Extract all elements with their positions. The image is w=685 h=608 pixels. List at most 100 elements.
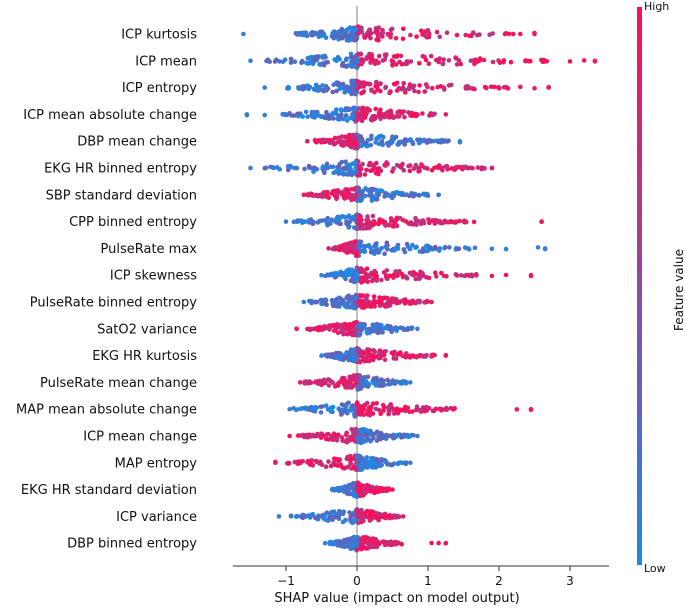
shap-point	[389, 26, 395, 32]
shap-point	[463, 32, 469, 38]
shap-point	[432, 165, 437, 171]
feature-row-points	[301, 292, 434, 311]
shap-point	[422, 89, 428, 94]
shap-point	[369, 516, 375, 521]
shap-point	[329, 297, 335, 303]
shap-point	[374, 79, 379, 85]
shap-point	[359, 30, 365, 35]
feature-label: ICP kurtosis	[121, 28, 197, 43]
shap-point	[392, 81, 398, 87]
shap-point	[395, 246, 401, 251]
shap-point	[353, 272, 358, 277]
shap-point	[454, 32, 460, 38]
shap-point	[443, 164, 449, 169]
shap-point	[336, 458, 342, 464]
shap-point	[360, 427, 366, 432]
shap-point	[387, 140, 392, 145]
shap-point	[320, 165, 326, 171]
shap-point	[472, 61, 477, 67]
shap-point	[358, 134, 364, 139]
shap-point	[326, 437, 332, 442]
shap-point	[295, 111, 300, 117]
shap-point	[368, 438, 373, 444]
shap-point	[382, 459, 388, 464]
shap-point	[369, 464, 375, 470]
shap-point	[344, 192, 349, 197]
shap-point	[354, 320, 359, 325]
shap-point	[345, 411, 350, 416]
shap-point	[407, 168, 413, 174]
shap-point	[331, 540, 337, 546]
shap-point	[424, 140, 430, 145]
shap-point	[567, 59, 573, 64]
shap-point	[330, 380, 336, 386]
shap-point	[248, 165, 253, 171]
shap-point	[393, 356, 399, 361]
shap-point	[326, 246, 331, 251]
shap-point	[333, 462, 339, 468]
shap-point	[336, 189, 342, 194]
shap-point	[344, 430, 350, 436]
shap-point	[428, 53, 434, 59]
shap-point	[403, 355, 409, 360]
colorbar-high-label: High	[644, 0, 669, 13]
shap-point	[305, 138, 310, 144]
shap-point	[470, 86, 476, 91]
shap-point	[320, 83, 325, 88]
shap-point	[348, 546, 354, 551]
shap-point	[532, 86, 537, 91]
shap-point	[489, 165, 495, 171]
shap-point	[336, 168, 342, 173]
x-tick-label: 0	[353, 574, 361, 588]
shap-point	[387, 433, 392, 439]
shap-point	[373, 106, 379, 112]
shap-point	[324, 193, 330, 198]
shap-point	[362, 193, 368, 199]
shap-point	[377, 541, 382, 547]
shap-point	[384, 274, 389, 280]
shap-point	[344, 456, 350, 462]
shap-point	[396, 190, 402, 196]
shap-point	[369, 198, 375, 203]
shap-point	[416, 353, 422, 359]
shap-point	[453, 55, 458, 60]
shap-point	[369, 512, 375, 518]
shap-point	[287, 433, 292, 439]
shap-point	[377, 303, 383, 308]
shap-point	[306, 163, 312, 169]
shap-point	[336, 486, 341, 492]
shap-point	[439, 220, 445, 226]
shap-point	[356, 51, 361, 57]
shap-point	[399, 433, 404, 438]
shap-point	[305, 326, 311, 332]
shap-point	[332, 169, 338, 175]
shap-point	[274, 57, 279, 62]
shap-point	[454, 62, 460, 67]
shap-point	[407, 82, 413, 87]
colorbar-title: Feature value	[672, 249, 685, 331]
shap-point	[488, 84, 494, 89]
shap-point	[373, 197, 379, 202]
shap-point	[402, 87, 408, 93]
shap-point	[351, 510, 357, 516]
shap-point	[528, 272, 534, 278]
shap-point	[401, 247, 407, 252]
feature-row-points	[319, 345, 449, 365]
feature-row-points	[276, 507, 406, 526]
shap-point	[355, 482, 360, 487]
shap-point	[305, 83, 311, 88]
feature-label: ICP skewness	[110, 269, 197, 284]
shap-point	[344, 249, 350, 255]
shap-point	[366, 82, 371, 87]
shap-point	[388, 216, 394, 221]
shap-point	[387, 90, 392, 96]
shap-point	[287, 111, 292, 116]
shap-point	[365, 329, 370, 334]
shap-point	[313, 30, 319, 36]
shap-point	[432, 352, 437, 358]
shap-point	[433, 270, 438, 276]
shap-point	[345, 84, 350, 89]
shap-point	[323, 517, 329, 523]
shap-point	[368, 405, 373, 410]
